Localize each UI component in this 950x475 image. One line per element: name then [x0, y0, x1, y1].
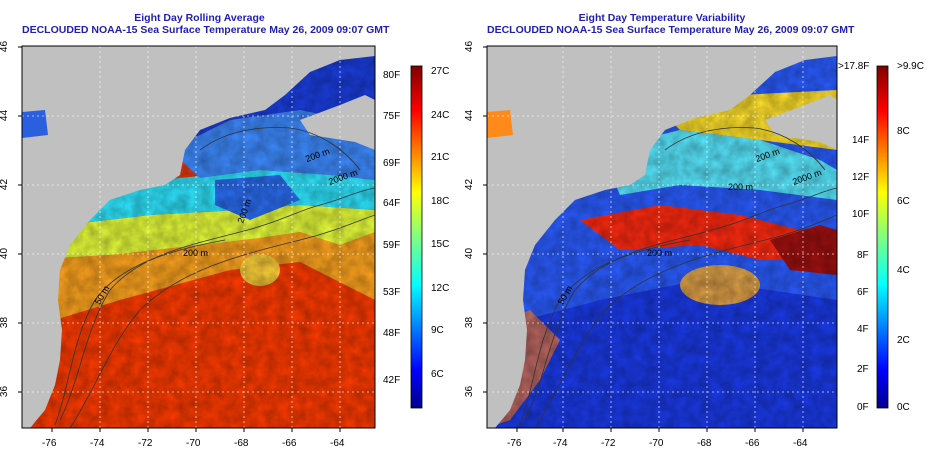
- left-grid: [22, 46, 375, 428]
- left-contour-200m: [59, 187, 375, 421]
- right-colorbar-c-label: >9.9C: [897, 61, 924, 72]
- left-ytick: 44: [0, 109, 11, 122]
- right-ytick: 38: [464, 316, 476, 329]
- right-colorbar-f-label: 14F: [852, 135, 870, 146]
- right-map-frame: [486, 45, 838, 429]
- left-colorbar-f-label: 59F: [383, 240, 401, 251]
- left-xtick: -74: [90, 438, 105, 449]
- right-xtick: -66: [745, 438, 760, 449]
- right-contour-2000m: [534, 214, 837, 428]
- right-contour-50m: [519, 239, 691, 426]
- right-fundy-patch: [487, 110, 513, 138]
- right-xtick: -72: [601, 438, 616, 449]
- right-colorbar-c-label: 0C: [897, 402, 910, 413]
- left-colorbar-c-label: 12C: [431, 283, 450, 294]
- left-map-frame: [21, 45, 376, 429]
- left-xtick: -64: [330, 438, 345, 449]
- left-contour-label-200m-a: 200 m: [183, 248, 209, 258]
- right-colorbar: [876, 65, 889, 409]
- right-xtick: -70: [649, 438, 664, 449]
- right-colorbar-f-label: 10F: [852, 209, 870, 220]
- right-colorbar-f-label: >17.8F: [838, 61, 870, 72]
- right-xtick: -74: [553, 438, 568, 449]
- left-land-mainland: [22, 46, 375, 428]
- right-map: [487, 46, 837, 428]
- left-colorbar-c-label: 18C: [431, 196, 450, 207]
- left-bay-of-fundy-patch: [22, 110, 48, 138]
- right-ytick: 44: [464, 109, 476, 122]
- left-contour-2000m: [69, 214, 375, 428]
- right-colorbar-f-label: 6F: [857, 287, 869, 298]
- left-colorbar-c-label: 24C: [431, 110, 450, 121]
- left-colorbar-c-label: 21C: [431, 152, 450, 163]
- right-ytick: 46: [464, 40, 476, 53]
- left-ytick: 36: [0, 385, 11, 398]
- right-colorbar-f-label: 0F: [857, 402, 869, 413]
- left-colorbar-c-label: 9C: [431, 325, 444, 336]
- left-contour-gom: [199, 127, 361, 171]
- left-colorbar-f-label: 75F: [383, 111, 401, 122]
- right-grid: [487, 46, 837, 428]
- right-colorbar-c-label: 6C: [897, 196, 910, 207]
- right-ytick: 42: [464, 178, 476, 191]
- right-contour-label-200m-a: 200 m: [647, 248, 673, 258]
- left-xtick: -72: [138, 438, 153, 449]
- left-colorbar-f-label: 64F: [383, 198, 401, 209]
- right-colorbar-c-label: 8C: [897, 126, 910, 137]
- left-xtick: -70: [186, 438, 201, 449]
- left-map: [22, 46, 375, 428]
- right-ytick: 40: [464, 247, 476, 260]
- left-ytick: 46: [0, 40, 11, 53]
- left-colorbar-c-label: 15C: [431, 239, 450, 250]
- right-colorbar-f-label: 4F: [857, 324, 869, 335]
- right-colorbar-f-label: 12F: [852, 172, 870, 183]
- left-xtick: -76: [42, 438, 57, 449]
- right-xtick: -68: [697, 438, 712, 449]
- right-title-line2: DECLOUDED NOAA-15 Sea Surface Temperatur…: [487, 24, 855, 36]
- left-colorbar-f-label: 69F: [383, 158, 401, 169]
- left-ytick: 40: [0, 247, 11, 260]
- left-colorbar-f-label: 42F: [383, 375, 401, 386]
- right-colorbar-c-label: 2C: [897, 335, 910, 346]
- right-xtick: -64: [793, 438, 808, 449]
- left-ytick: 38: [0, 316, 11, 329]
- axis-tick-marks: [18, 46, 804, 432]
- left-colorbar-c-label: 6C: [431, 369, 444, 380]
- right-xtick: -76: [507, 438, 522, 449]
- right-land-nova-scotia: [765, 95, 837, 150]
- left-colorbar-f-label: 48F: [383, 328, 401, 339]
- left-contour-50m: [54, 239, 226, 426]
- right-colorbar-f-label: 8F: [857, 250, 869, 261]
- right-contour-200m: [524, 187, 837, 421]
- left-ytick: 42: [0, 178, 11, 191]
- left-xtick: -66: [282, 438, 297, 449]
- left-colorbar-c-label: 27C: [431, 66, 450, 77]
- right-contour-label-200m-b: 200 m: [728, 182, 754, 192]
- left-title-line1: Eight Day Rolling Average: [134, 12, 265, 24]
- right-title-line1: Eight Day Temperature Variability: [578, 12, 746, 24]
- right-colorbar-f-label: 2F: [857, 364, 869, 375]
- left-xtick: -68: [234, 438, 249, 449]
- left-colorbar-f-label: 53F: [383, 287, 401, 298]
- right-colorbar-c-label: 4C: [897, 265, 910, 276]
- left-colorbar-f-label: 80F: [383, 70, 401, 81]
- left-title-line2: DECLOUDED NOAA-15 Sea Surface Temperatur…: [22, 24, 390, 36]
- right-land-mainland: [487, 46, 837, 428]
- right-ytick: 36: [464, 385, 476, 398]
- left-colorbar: [410, 65, 423, 409]
